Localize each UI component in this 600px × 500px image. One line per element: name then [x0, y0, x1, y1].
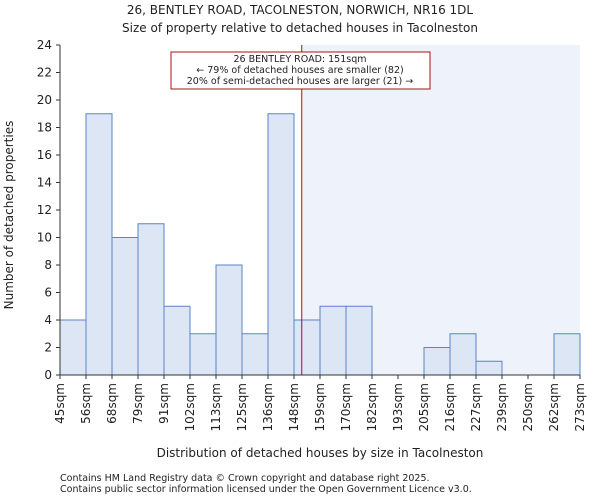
- x-tick-label: 193sqm: [391, 383, 405, 431]
- x-tick-label: 239sqm: [495, 383, 509, 431]
- x-tick-label: 227sqm: [469, 383, 483, 431]
- x-tick-label: 182sqm: [365, 383, 379, 431]
- y-tick-label: 10: [37, 231, 52, 245]
- bar-148sqm: [293, 319, 321, 376]
- bar-136sqm: [267, 113, 295, 376]
- bar-91sqm: [163, 305, 191, 376]
- x-tick-label: 262sqm: [547, 383, 561, 431]
- y-tick-label: 4: [44, 313, 52, 327]
- y-tick-label: 24: [37, 38, 52, 52]
- x-tick-label: 216sqm: [443, 383, 457, 431]
- y-tick-label: 2: [44, 341, 52, 355]
- y-tick-label: 20: [37, 93, 52, 107]
- bar-227sqm: [475, 360, 503, 376]
- x-tick-label: 56sqm: [79, 383, 93, 424]
- bar-262sqm: [553, 333, 581, 376]
- y-tick-label: 8: [44, 258, 52, 272]
- x-tick-label: 273sqm: [573, 383, 587, 431]
- y-axis-label: Number of detached properties: [2, 121, 16, 310]
- y-tick-label: 0: [44, 368, 52, 382]
- bar-113sqm: [215, 264, 243, 376]
- x-tick-label: 45sqm: [53, 383, 67, 424]
- annotation-line-2: ← 79% of detached houses are smaller (82…: [196, 65, 403, 76]
- x-tick-label: 136sqm: [261, 383, 275, 431]
- y-tick-label: 18: [37, 121, 52, 135]
- bar-170sqm: [345, 305, 373, 376]
- bar-159sqm: [319, 305, 347, 376]
- x-tick-label: 113sqm: [209, 383, 223, 431]
- x-axis-label: Distribution of detached houses by size …: [157, 446, 484, 460]
- chart-title: 26, BENTLEY ROAD, TACOLNESTON, NORWICH, …: [127, 3, 474, 17]
- footer-line-1: Contains HM Land Registry data © Crown c…: [60, 473, 430, 484]
- bar-125sqm: [241, 333, 269, 376]
- annotation-line-1: 26 BENTLEY ROAD: 151sqm: [234, 54, 367, 65]
- y-tick-label: 16: [37, 148, 52, 162]
- x-tick-label: 159sqm: [313, 383, 327, 431]
- bar-45sqm: [59, 319, 87, 376]
- bar-79sqm: [137, 223, 165, 376]
- annotation-box: 26 BENTLEY ROAD: 151sqm ← 79% of detache…: [170, 51, 431, 90]
- x-tick-label: 125sqm: [235, 383, 249, 431]
- bars-group: [59, 113, 581, 376]
- bar-102sqm: [189, 333, 217, 376]
- bar-216sqm: [449, 333, 477, 376]
- x-tick-label: 102sqm: [183, 383, 197, 431]
- x-tick-label: 205sqm: [417, 383, 431, 431]
- y-tick-label: 12: [37, 203, 52, 217]
- x-tick-label: 148sqm: [287, 383, 301, 431]
- y-tick-label: 6: [44, 286, 52, 300]
- annotation-frame: [170, 51, 431, 90]
- y-tick-label: 14: [37, 176, 52, 190]
- bar-205sqm: [423, 347, 451, 376]
- x-ticks: 45sqm 56sqm 68sqm 79sqm 91sqm 102sqm 113sqm 125…: [53, 375, 587, 431]
- chart-subtitle: Size of property relative to detached ho…: [122, 21, 478, 35]
- x-tick-label: 68sqm: [105, 383, 119, 424]
- x-tick-label: 170sqm: [339, 383, 353, 431]
- x-tick-label: 79sqm: [131, 383, 145, 424]
- x-tick-label: 250sqm: [521, 383, 535, 431]
- bar-56sqm: [85, 113, 113, 376]
- footer-line-2: Contains public sector information licen…: [60, 484, 472, 495]
- x-tick-label: 91sqm: [157, 383, 171, 424]
- bar-68sqm: [111, 237, 139, 376]
- y-tick-label: 22: [37, 66, 52, 80]
- annotation-line-3: 20% of semi-detached houses are larger (…: [187, 76, 414, 87]
